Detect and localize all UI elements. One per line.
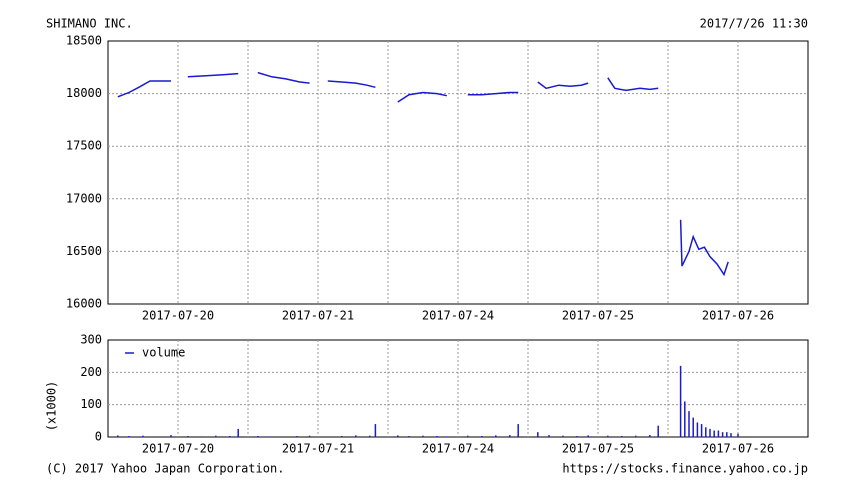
x-tick-label: 2017-07-25 <box>562 442 634 456</box>
volume-bar <box>587 435 589 437</box>
volume-bar <box>308 435 311 437</box>
y-tick-label: 100 <box>80 397 102 411</box>
volume-bar <box>215 435 217 437</box>
price-line <box>537 81 589 90</box>
x-tick-label: 2017-07-20 <box>142 309 214 323</box>
volume-bar <box>495 435 497 437</box>
volume-bar <box>257 436 259 437</box>
y-tick-label: 16000 <box>66 297 102 311</box>
volume-bar <box>422 435 424 437</box>
x-tick-label: 2017-07-21 <box>282 442 354 456</box>
copyright: (C) 2017 Yahoo Japan Corporation. <box>46 462 284 476</box>
volume-bar <box>142 435 144 437</box>
volume-bar <box>509 435 511 437</box>
volume-bar <box>562 435 564 437</box>
volume-bar <box>187 436 189 437</box>
volume-bar <box>341 436 343 437</box>
volume-bar <box>726 432 728 437</box>
source-url: https://stocks.finance.yahoo.co.jp <box>562 462 808 476</box>
volume-bar <box>117 435 119 437</box>
x-tick-label: 2017-07-20 <box>142 442 214 456</box>
volume-bar <box>705 427 707 437</box>
x-tick-label: 2017-07-25 <box>562 309 634 323</box>
volume-bar <box>537 432 539 437</box>
price-line <box>467 91 519 96</box>
volume-bar <box>717 430 720 437</box>
volume-bar <box>688 411 690 437</box>
volume-bar <box>607 435 609 437</box>
volume-bar <box>268 436 270 437</box>
volume-bar <box>327 436 329 437</box>
price-line <box>327 80 376 89</box>
volume-bar <box>576 436 578 437</box>
volume-bar <box>696 422 699 437</box>
volume-bar <box>446 436 448 437</box>
y-tick-label: 18500 <box>66 34 102 48</box>
price-line <box>117 80 171 98</box>
volume-bar <box>282 436 284 437</box>
volume-bar <box>397 435 399 437</box>
volume-bar <box>692 417 694 437</box>
volume-bar <box>355 435 357 437</box>
y-tick-label: 18000 <box>66 86 102 100</box>
volume-bar <box>408 436 410 437</box>
y-axis-label: (x1000) <box>45 381 59 432</box>
price-line <box>679 219 729 277</box>
volume-bar <box>237 428 239 437</box>
volume-bar <box>201 436 203 437</box>
y-tick-label: 17500 <box>66 139 102 153</box>
volume-bar <box>229 436 231 437</box>
y-tick-label: 200 <box>80 365 102 379</box>
volume-bar <box>156 436 158 437</box>
volume-bar <box>374 424 377 437</box>
price-line <box>397 91 447 103</box>
volume-bar <box>369 435 371 437</box>
price-line <box>187 72 239 78</box>
volume-bar <box>721 432 724 437</box>
volume-bar <box>517 424 519 437</box>
volume-bar <box>657 425 659 437</box>
volume-bar <box>128 436 130 437</box>
x-tick-label: 2017-07-21 <box>282 309 354 323</box>
volume-bar <box>700 424 703 437</box>
volume-bar <box>621 436 623 437</box>
volume-bar <box>730 433 732 437</box>
volume-bar <box>649 435 651 437</box>
x-tick-label: 2017-07-26 <box>702 442 774 456</box>
price-line <box>607 77 659 92</box>
price-frame <box>107 40 809 305</box>
y-tick-label: 16500 <box>66 244 102 258</box>
volume-bar <box>548 435 550 437</box>
volume-bar <box>737 433 739 437</box>
volume-bar <box>635 435 637 437</box>
volume-bar <box>296 436 298 437</box>
volume-bar <box>481 436 483 437</box>
x-tick-label: 2017-07-26 <box>702 309 774 323</box>
y-tick-label: 0 <box>95 430 102 444</box>
volume-bar <box>713 430 715 437</box>
timestamp: 2017/7/26 11:30 <box>700 17 808 31</box>
price-line <box>257 71 310 84</box>
y-tick-label: 300 <box>80 333 102 347</box>
volume-bar <box>436 436 438 437</box>
legend-label: volume <box>142 346 185 360</box>
volume-bar <box>467 435 469 437</box>
volume-bar <box>684 401 686 437</box>
chart-title: SHIMANO INC. <box>46 17 133 31</box>
volume-bar <box>679 365 682 437</box>
x-tick-label: 2017-07-24 <box>422 309 494 323</box>
y-tick-label: 17000 <box>66 191 102 205</box>
volume-bar <box>170 435 172 437</box>
x-tick-label: 2017-07-24 <box>422 442 494 456</box>
volume-bar <box>709 428 711 437</box>
